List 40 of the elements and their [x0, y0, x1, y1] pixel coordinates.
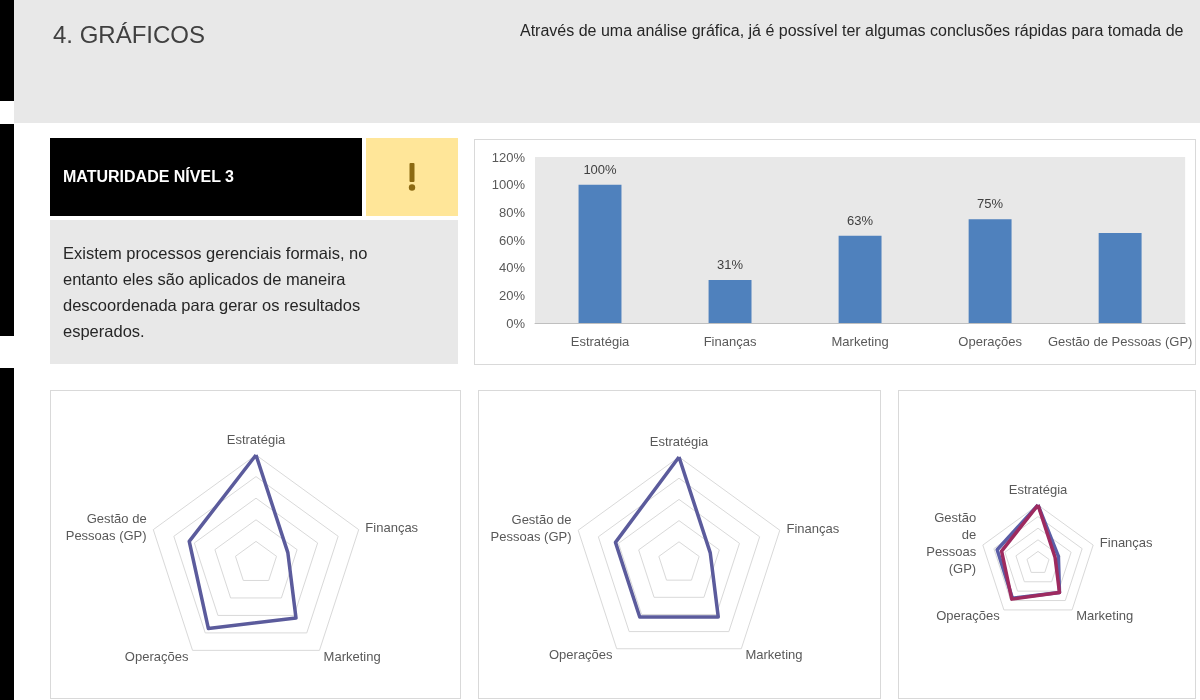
- spoke-label: Operações: [548, 646, 614, 662]
- x-tick-label: Finanças: [703, 334, 757, 349]
- spoke-label: Marketing: [323, 648, 381, 664]
- spoke-label: Gestão de Pessoas (GP): [490, 512, 572, 545]
- spoke-label: Gestão de Pessoas (GP): [65, 511, 147, 544]
- data-label: 31%: [717, 257, 744, 273]
- text: Existem processos gerenciais formais, no entanto eles são aplicados de maneira descoordenada para gerar os resultados esperados.: [63, 243, 369, 342]
- y-tick-label: 0%: [506, 315, 526, 331]
- data-label: 100%: [583, 161, 618, 177]
- y-tick-label: 40%: [498, 260, 526, 276]
- spoke-label: Estratégia: [1008, 482, 1069, 497]
- y-tick-label: 60%: [498, 232, 526, 248]
- spoke-label: Finanças: [1099, 535, 1154, 551]
- spoke-label: Operações: [124, 648, 189, 664]
- text: MATURIDADE NÍVEL 3: [63, 168, 234, 186]
- y-tick-label: 80%: [498, 204, 526, 220]
- data-label: 63%: [847, 212, 874, 228]
- spoke-label: Estratégia: [226, 432, 287, 447]
- bar: [968, 219, 1012, 323]
- spoke-label: Gestão de Pessoas (GP): [926, 509, 977, 576]
- bar: [838, 235, 882, 323]
- spoke-label: Marketing: [1076, 608, 1134, 624]
- bar: [708, 280, 752, 323]
- x-tick-label: Marketing: [831, 334, 889, 349]
- text: 4. GRÁFICOS: [53, 21, 206, 49]
- x-tick-label: Estratégia: [570, 334, 631, 349]
- x-tick-label: Operações: [958, 334, 1023, 349]
- bar: [1098, 233, 1142, 323]
- y-tick-label: 100%: [491, 177, 526, 193]
- spoke-label: Finanças: [786, 520, 840, 536]
- y-tick-label: 20%: [498, 287, 526, 303]
- bar: [578, 184, 622, 323]
- text: Através de uma análise gráfica, já é possível ter algumas conclusões rápidas para tomada de: [520, 22, 1184, 40]
- spoke-label: Operações: [936, 608, 1001, 624]
- x-tick-label: Gestão de Pessoas (GP): [1047, 334, 1193, 349]
- spoke-label: Estratégia: [649, 434, 710, 449]
- y-tick-label: 120%: [491, 149, 526, 165]
- spoke-label: Marketing: [745, 646, 803, 662]
- spoke-label: Finanças: [365, 519, 419, 535]
- data-label: 75%: [977, 196, 1004, 212]
